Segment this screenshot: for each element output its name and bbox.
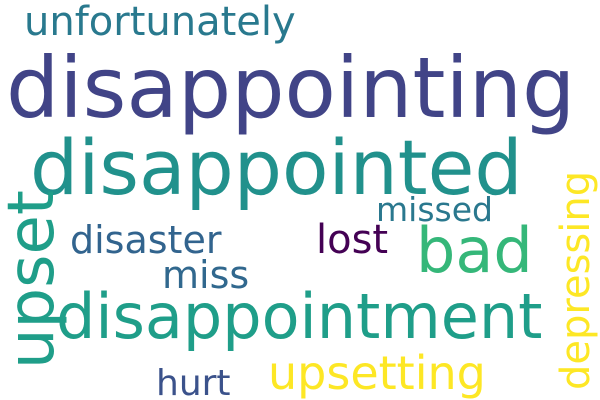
word-upsetting: upsetting	[268, 346, 486, 400]
word-disaster: disaster	[70, 218, 222, 262]
word-bad: bad	[416, 214, 533, 287]
word-disappointing: disappointing	[6, 39, 576, 137]
word-disappointed: disappointed	[30, 123, 523, 212]
word-miss: miss	[162, 253, 250, 297]
word-disappointment: disappointment	[56, 280, 543, 353]
word-upset: upset	[0, 190, 69, 369]
word-depressing: depressing	[553, 170, 599, 390]
word-unfortunately: unfortunately	[24, 0, 296, 45]
word-lost: lost	[316, 217, 389, 263]
word-hurt: hurt	[156, 363, 231, 400]
word-missed: missed	[376, 190, 493, 229]
